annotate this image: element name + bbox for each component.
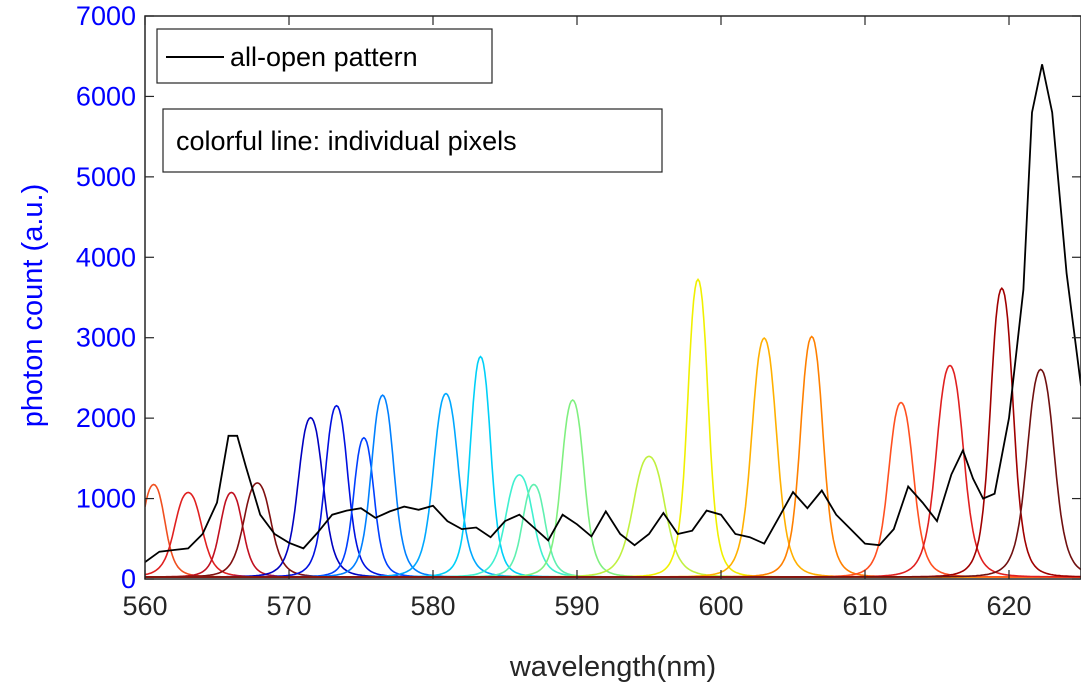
y-tick-label: 7000 <box>76 1 136 31</box>
pixel-spectrum-line-14 <box>145 455 1081 578</box>
pixel-spectrum-line-15 <box>145 277 1081 578</box>
pixel-spectrum-line-13 <box>145 398 1081 578</box>
x-axis-label: wavelength(nm) <box>509 651 716 683</box>
pixel-spectrum-line-4 <box>145 482 1081 578</box>
pixel-spectrum-line-21 <box>145 368 1081 578</box>
x-tick-label: 560 <box>122 591 167 621</box>
pixel-spectrum-line-10 <box>145 355 1081 578</box>
pixel-spectrum-line-12 <box>145 483 1081 578</box>
pixel-spectrum-line-19 <box>145 364 1081 578</box>
y-tick-label: 6000 <box>76 81 136 111</box>
pixel-spectrum-line-6 <box>145 404 1081 578</box>
pixel-spectrum-line-20 <box>145 287 1081 578</box>
all-open-pattern-line <box>145 64 1081 563</box>
annotation-text: colorful line: individual pixels <box>176 126 517 156</box>
x-axis-ticks: 560 570 580 590 600 610 620 <box>122 16 1032 621</box>
y-tick-label: 5000 <box>76 162 136 192</box>
y-tick-label: 4000 <box>76 242 136 272</box>
x-tick-label: 610 <box>842 591 887 621</box>
plot-frame <box>144 15 1081 580</box>
pixel-spectrum-line-9 <box>145 392 1081 578</box>
pixel-spectrum-line-5 <box>145 416 1081 578</box>
legend-entry-all-open: all-open pattern <box>230 42 418 72</box>
pixel-spectrum-line-11 <box>145 473 1081 578</box>
plot-lines <box>145 64 1081 578</box>
x-tick-label: 600 <box>698 591 743 621</box>
y-tick-label: 1000 <box>76 484 136 514</box>
x-tick-label: 590 <box>554 591 599 621</box>
x-tick-label: 570 <box>266 591 311 621</box>
annotation-frame <box>162 108 663 173</box>
y-tick-label: 0 <box>121 564 136 594</box>
pixel-spectrum-line-8 <box>145 394 1081 578</box>
pixel-spectrum-line-1 <box>145 483 1081 578</box>
y-tick-label: 3000 <box>76 323 136 353</box>
pixel-spectrum-line-18 <box>145 401 1081 578</box>
y-axis-label: photon count (a.u.) <box>17 184 49 427</box>
y-tick-label: 2000 <box>76 403 136 433</box>
y-axis-ticks: 0 1000 2000 3000 4000 5000 6000 7000 <box>76 1 1081 594</box>
x-tick-label: 620 <box>986 591 1031 621</box>
x-tick-label: 580 <box>410 591 455 621</box>
legend: all-open pattern <box>156 28 493 84</box>
annotation-box: colorful line: individual pixels <box>162 108 663 173</box>
